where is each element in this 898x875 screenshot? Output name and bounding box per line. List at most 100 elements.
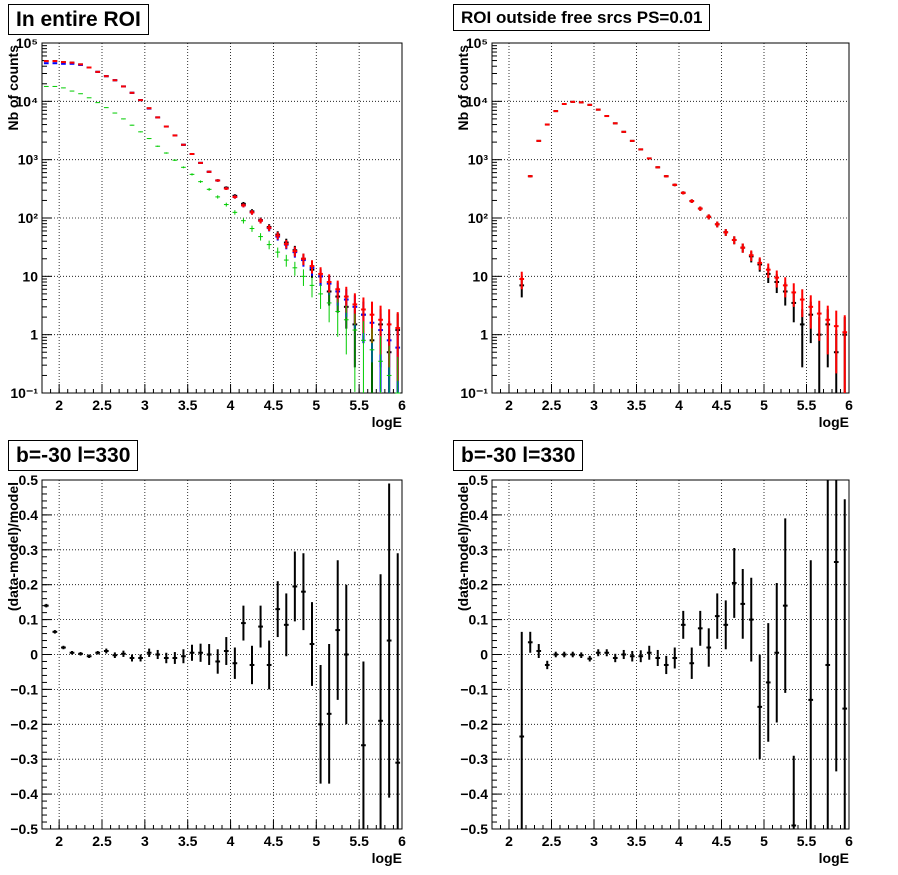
data-point xyxy=(808,295,814,329)
y-tick-label: 10⁵ xyxy=(16,35,38,51)
x-tick-label: 2 xyxy=(505,397,513,413)
data-point xyxy=(335,280,341,303)
y-axis-label: (data-model)/model xyxy=(5,482,21,611)
x-tick-label: 3.5 xyxy=(627,833,647,849)
data-point xyxy=(757,257,763,270)
data-point xyxy=(146,648,152,657)
x-tick-label: 5 xyxy=(760,833,768,849)
data-point xyxy=(198,161,203,164)
data-point xyxy=(808,560,814,829)
x-tick-label: 5.5 xyxy=(797,833,817,849)
y-tick-label: 0.4 xyxy=(19,507,39,523)
x-tick-label: 3 xyxy=(590,397,598,413)
y-axis-label: (data-model)/model xyxy=(455,482,471,611)
data-point xyxy=(223,187,229,190)
data-point xyxy=(335,299,341,337)
x-tick-label: 4 xyxy=(675,833,683,849)
data-point xyxy=(731,548,737,618)
data-point xyxy=(527,175,533,178)
data-point xyxy=(378,574,383,829)
data-point xyxy=(155,145,161,147)
data-point xyxy=(561,103,567,106)
data-point xyxy=(578,652,584,658)
data-point xyxy=(155,116,161,119)
data-point xyxy=(765,623,771,742)
x-tick-label: 6 xyxy=(845,397,853,413)
y-tick-label: −0.2 xyxy=(10,716,38,732)
data-point xyxy=(266,640,272,690)
data-point xyxy=(833,480,839,772)
y-tick-label: 10³ xyxy=(468,152,489,168)
x-tick-label: 4.5 xyxy=(264,397,284,413)
data-point xyxy=(663,655,669,675)
data-point xyxy=(275,232,281,240)
data-point xyxy=(561,651,567,658)
x-tick-label: 3.5 xyxy=(178,833,198,849)
y-tick-label: 10 xyxy=(22,268,38,284)
data-point xyxy=(544,660,550,670)
data-point xyxy=(138,654,143,662)
data-point xyxy=(146,107,152,110)
x-tick-label: 5 xyxy=(312,397,320,413)
data-point xyxy=(61,645,66,650)
y-tick-label: 0.5 xyxy=(19,472,39,488)
data-point xyxy=(163,125,169,128)
data-point xyxy=(198,643,203,662)
data-point xyxy=(553,110,559,113)
data-point xyxy=(258,218,263,224)
data-point xyxy=(655,166,661,169)
data-point xyxy=(782,518,788,693)
data-point xyxy=(112,112,118,114)
data-point xyxy=(301,553,306,631)
data-point xyxy=(612,653,618,663)
data-point xyxy=(52,630,58,634)
data-point xyxy=(833,310,839,374)
y-axis-label: Nb of counts xyxy=(5,45,21,131)
data-point xyxy=(198,180,203,183)
data-point xyxy=(825,480,831,829)
x-axis-label: logE xyxy=(372,414,402,430)
data-point xyxy=(103,648,109,654)
data-point xyxy=(258,605,263,648)
data-point xyxy=(629,651,635,662)
x-tick-label: 4.5 xyxy=(264,833,284,849)
x-tick-label: 4.5 xyxy=(712,397,732,413)
data-point xyxy=(570,651,576,658)
data-point xyxy=(714,221,720,228)
y-tick-label: −0.5 xyxy=(10,821,38,837)
panel-title: b=-30 l=330 xyxy=(8,440,139,471)
data-point xyxy=(697,610,703,646)
data-point xyxy=(646,157,652,160)
x-tick-label: 2 xyxy=(55,397,63,413)
data-point xyxy=(155,649,161,660)
data-point xyxy=(181,649,186,664)
data-point xyxy=(663,175,669,178)
data-point xyxy=(595,649,601,657)
data-point xyxy=(172,159,178,162)
x-tick-label: 5.5 xyxy=(349,397,369,413)
data-point xyxy=(570,100,576,103)
data-point xyxy=(266,224,272,232)
data-point xyxy=(655,649,661,667)
x-axis-label: logE xyxy=(819,414,849,430)
data-point xyxy=(612,122,618,125)
data-point xyxy=(395,553,401,829)
y-tick-label: 10² xyxy=(468,210,489,226)
data-point xyxy=(706,628,712,667)
data-point xyxy=(121,650,126,657)
panel-title: In entire ROI xyxy=(8,4,149,35)
data-point xyxy=(825,305,831,355)
data-point xyxy=(181,143,186,146)
data-point xyxy=(172,134,178,137)
data-point xyxy=(215,179,221,182)
panel-title: b=-30 l=330 xyxy=(453,440,584,471)
y-tick-label: 0.5 xyxy=(469,472,489,488)
data-point xyxy=(103,107,109,109)
x-tick-label: 3 xyxy=(590,833,598,849)
data-point xyxy=(121,118,126,120)
data-point xyxy=(343,305,349,355)
data-point xyxy=(206,187,212,191)
data-point xyxy=(146,138,152,140)
chart-panel: 2 2.5 3 3.5 4 4.5 5 5.5 6 −0.5 −0.4 −0.3 −0.2 −0.1 0 0.… xyxy=(5,472,406,866)
data-point xyxy=(301,253,306,266)
